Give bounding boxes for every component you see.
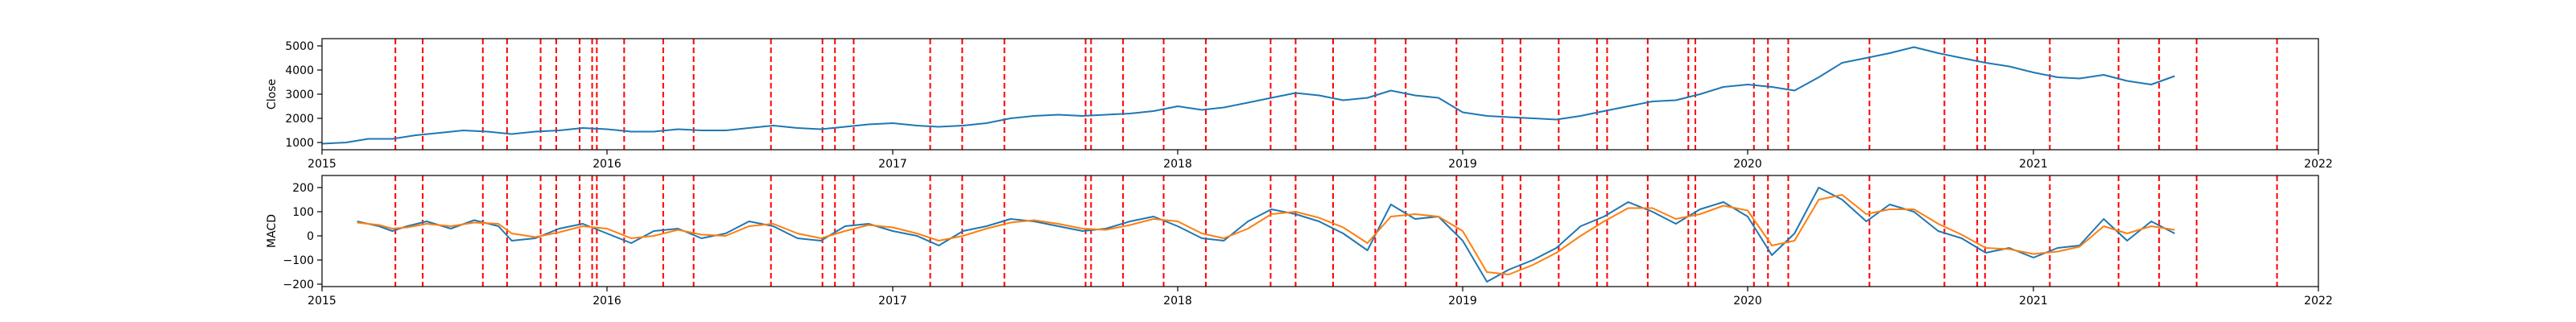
y-tick-label: −100 xyxy=(283,254,314,267)
x-tick-label: 2022 xyxy=(2304,158,2333,171)
y-tick-label: 1000 xyxy=(285,137,314,150)
x-tick-label: 2015 xyxy=(308,295,336,308)
x-tick-label: 2018 xyxy=(1163,158,1192,171)
signal-markers xyxy=(394,39,2278,150)
x-tick-label: 2022 xyxy=(2304,295,2333,308)
y-tick-label: 2000 xyxy=(285,113,314,126)
x-tick-label: 2021 xyxy=(2019,158,2048,171)
x-tick-label: 2020 xyxy=(1733,295,1762,308)
signal-markers xyxy=(394,175,2278,287)
series-line-1 xyxy=(357,187,2175,283)
y-tick-label: 5000 xyxy=(285,40,314,53)
y-axis-label: MACD xyxy=(266,214,279,248)
x-tick-label: 2021 xyxy=(2019,295,2048,308)
chart-panel-1: 1000 2000 3000 4000 5000 2015 2016 2017 2018 2019… xyxy=(266,38,2333,171)
x-tick-label: 2016 xyxy=(592,295,621,308)
axes-frame xyxy=(321,38,2319,151)
y-tick-label: −200 xyxy=(283,279,314,291)
y-tick-label: 3000 xyxy=(285,89,314,101)
x-tick-label: 2018 xyxy=(1163,295,1192,308)
x-tick-label: 2016 xyxy=(592,158,621,171)
x-tick-label: 2015 xyxy=(308,158,336,171)
x-tick-label: 2019 xyxy=(1448,158,1477,171)
y-tick-label: 0 xyxy=(307,230,314,243)
x-tick-label: 2017 xyxy=(878,295,907,308)
axes-frame xyxy=(321,175,2319,287)
x-tick-label: 2017 xyxy=(878,158,907,171)
x-tick-label: 2020 xyxy=(1733,158,1762,171)
y-tick-label: 200 xyxy=(292,182,314,195)
chart-panel-2: −200 −100 0 100 200 2015 2016 2017 2018 2019 2020 2… xyxy=(266,175,2333,308)
y-tick-label: 4000 xyxy=(285,64,314,77)
x-tick-label: 2019 xyxy=(1448,295,1477,308)
series-line-1 xyxy=(322,46,2175,145)
y-axis-label: Close xyxy=(266,79,279,109)
series-line-2 xyxy=(357,194,2175,275)
y-tick-label: 100 xyxy=(292,206,314,219)
